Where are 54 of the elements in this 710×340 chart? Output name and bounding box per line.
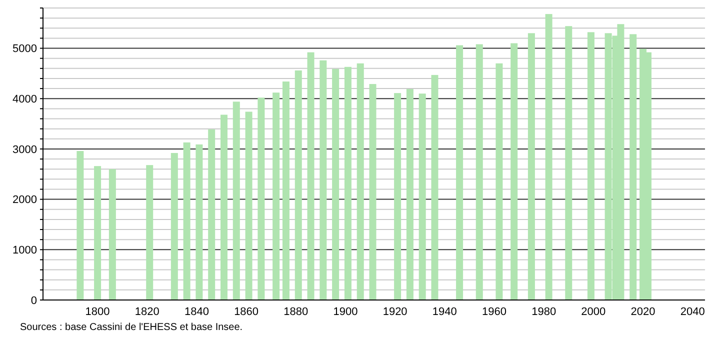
bar: [431, 74, 438, 300]
bar: [476, 44, 483, 300]
x-tick-label: 1840: [184, 306, 209, 318]
y-tick-label: 0: [30, 294, 37, 307]
y-tick-label: 1000: [12, 244, 37, 257]
bar: [170, 152, 178, 300]
x-tick-label: 1940: [432, 306, 457, 318]
bar: [183, 142, 190, 300]
bar: [406, 89, 414, 300]
bar: [94, 166, 102, 300]
bar: [630, 34, 637, 300]
bar: [332, 68, 340, 300]
bar: [356, 63, 364, 300]
bar: [307, 52, 314, 300]
bar: [196, 144, 203, 300]
bar: [565, 26, 572, 300]
bar: [545, 14, 552, 300]
x-tick-label: 1920: [382, 306, 408, 318]
x-tick-label: 1880: [284, 306, 308, 318]
bar: [510, 43, 518, 300]
bar: [146, 165, 154, 300]
bar: [220, 114, 228, 300]
bar: [587, 32, 594, 300]
x-tick-label: 1800: [85, 306, 110, 318]
y-tick-label: 5000: [12, 43, 37, 56]
bar: [245, 112, 252, 300]
bar: [496, 63, 503, 300]
bar: [76, 150, 84, 300]
bar: [320, 60, 327, 300]
bar: [456, 45, 464, 300]
x-tick-label: 2000: [581, 306, 606, 318]
x-tick-label: 1860: [234, 306, 259, 318]
x-tick-label: 1820: [134, 306, 160, 318]
x-tick-label: 2020: [630, 306, 656, 318]
bar: [528, 33, 535, 300]
x-tick-label: 1960: [482, 306, 506, 318]
source-note: Sources : base Cassini de l'EHESS et base Insee.: [20, 322, 243, 333]
x-tick-label: 1980: [532, 306, 556, 318]
y-tick-label: 2000: [12, 194, 37, 206]
bar: [108, 169, 116, 300]
bar: [418, 94, 426, 300]
x-tick-label: 2040: [680, 306, 705, 318]
bar: [208, 129, 216, 300]
y-tick-label: 3000: [12, 144, 37, 156]
bar: [294, 70, 302, 300]
bar: [258, 98, 265, 300]
bar: [369, 84, 376, 300]
bar: [232, 102, 240, 300]
bar: [394, 93, 402, 300]
bar: [282, 82, 290, 300]
x-tick-label: 1900: [333, 306, 358, 318]
bar: [272, 92, 280, 300]
y-tick-label: 4000: [12, 93, 37, 106]
bar: [344, 66, 352, 300]
